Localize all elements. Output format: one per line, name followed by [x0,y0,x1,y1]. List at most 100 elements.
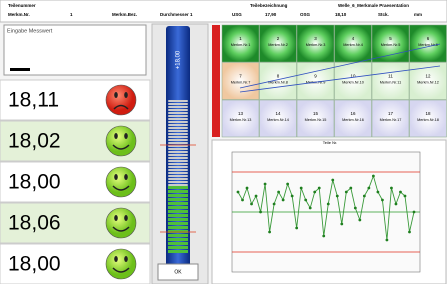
data-point [381,199,384,202]
data-point [327,203,330,206]
tile-label: Merkm.Nr.10 [342,81,364,85]
gauge-coil [168,121,188,123]
tile-label: Merkm.Nr.11 [380,81,401,85]
gauge-reading: +18,00 [176,50,182,69]
data-point [259,211,262,214]
measurement-value: 18,06 [8,212,61,235]
smiley-eye [124,133,128,139]
data-point [282,199,285,202]
gauge-coil [168,115,188,117]
data-point [313,191,316,194]
smiley-eye [124,215,128,221]
gauge-coil [168,172,188,174]
smiley [106,208,136,238]
data-point [354,207,357,210]
gauge-coil [168,181,188,183]
tile-label: Merkm.Nr.15 [305,118,327,122]
tile-number: 14 [275,111,281,116]
button-label: OK [174,269,182,275]
data-point [399,191,402,194]
gauge-coil [168,166,188,168]
data-point [413,211,416,214]
input-caret [10,68,30,71]
gauge-coil [168,169,188,171]
gauge-coil [168,142,188,144]
data-point [322,235,325,238]
smiley-eye [114,92,118,98]
smiley [106,126,136,156]
tile-label: Merkm.Nr.5 [381,43,401,47]
gauge-coil [168,151,188,153]
gauge-coil [168,103,188,105]
tile-label: Merkm.Nr.1 [231,43,251,47]
data-point [295,227,298,230]
smiley-eye [114,256,118,262]
gauge-fill [168,234,188,237]
label: Stck. [378,12,389,17]
gauge-fill [168,210,188,213]
gauge-coil [168,112,188,114]
data-point [277,191,280,194]
data-point [255,195,258,198]
smiley-eye [114,215,118,221]
data-point [395,203,398,206]
gauge-coil [168,184,188,186]
smiley-eye [124,92,128,98]
smiley-eye [124,256,128,262]
gauge-fill [168,198,188,201]
data-point [273,203,276,206]
gauge-coil [168,127,188,129]
data-point [241,199,244,202]
smiley [106,249,136,279]
label: Eingabe Messwert [7,28,53,34]
gauge-fill [168,202,188,205]
data-point [340,223,343,226]
measurement-value: 18,11 [8,89,59,112]
data-point [291,195,294,198]
measurement-value: 18,02 [8,130,61,153]
tile-label: Merkm.Nr.13 [230,118,252,122]
label: Merkm.Bez. [112,12,137,17]
data-point [376,191,379,194]
gauge-coil [168,109,188,111]
data-point [345,191,348,194]
label: Teilebezeichnung [250,3,288,8]
gauge-coil [168,136,188,138]
data-point [246,187,249,190]
smiley-eye [114,133,118,139]
data-point [386,239,389,242]
data-point [331,179,334,182]
gauge-coil [168,160,188,162]
data-point [250,203,253,206]
tile-label: Merkm.Nr.18 [417,118,439,122]
gauge-coil [168,178,188,180]
data-point [336,195,339,198]
tile-label: Merkm.Nr.7 [231,81,251,85]
tile-number: 11 [388,74,393,79]
gauge-coil [168,118,188,120]
label: 18,10 [335,12,347,17]
label: USG [232,12,242,17]
label: Teilenummer [8,3,36,8]
label: Merkm.Nr. [8,12,30,17]
smiley-eye [124,174,128,180]
gauge-coil [168,130,188,132]
gauge-coil [168,157,188,159]
label: Durchmesser 1 [160,12,193,17]
gauge-coil [168,148,188,150]
data-point [372,175,375,178]
tile-number: 15 [313,111,319,116]
data-point [367,187,370,190]
gauge-fill [168,190,188,193]
tile-label: Merkm.Nr.17 [380,118,402,122]
data-point [264,183,267,186]
tile-number: 18 [425,111,431,116]
gauge-fill [168,218,188,221]
data-point [408,231,411,234]
tile-label: Merkm.Nr.16 [342,118,364,122]
data-point [318,187,321,190]
gauge-fill [168,246,188,249]
data-point [349,187,352,190]
tile-label: Merkm.Nr.2 [268,43,288,47]
label: mm [414,12,422,17]
